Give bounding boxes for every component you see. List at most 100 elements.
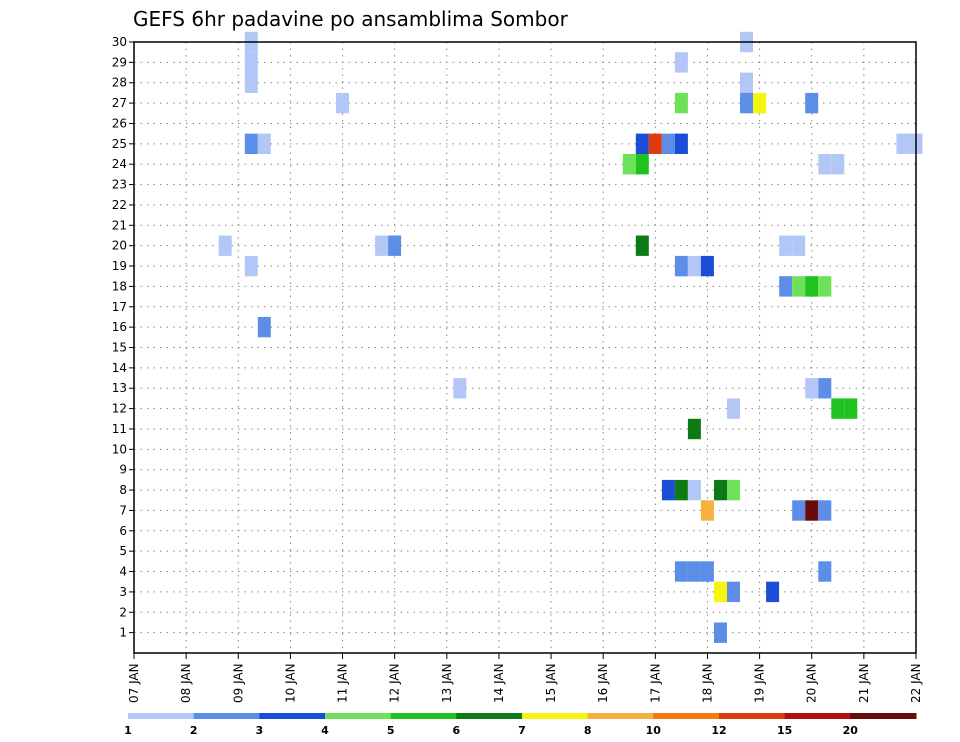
y-tick-label: 24: [112, 157, 127, 171]
y-tick-label: 1: [119, 626, 127, 640]
y-tick-label: 20: [112, 239, 127, 253]
y-tick-label: 14: [112, 361, 127, 375]
precip-cell: [700, 561, 714, 582]
precip-cell: [844, 398, 858, 419]
colorbar-swatch: [587, 713, 654, 719]
precip-cell: [831, 154, 845, 175]
precip-cell: [805, 378, 819, 399]
y-tick-label: 22: [112, 198, 127, 212]
precip-cell: [818, 561, 832, 582]
y-tick-label: 15: [112, 341, 127, 355]
precip-cell: [622, 154, 636, 175]
precip-cell: [740, 92, 753, 114]
y-tick-label: 17: [112, 300, 127, 314]
x-tick-label: 15 JAN: [544, 663, 558, 703]
precip-cell: [805, 92, 819, 114]
y-tick-label: 28: [112, 76, 127, 90]
precip-cell: [674, 561, 688, 582]
y-tick-label: 9: [119, 463, 127, 477]
precip-cell: [818, 154, 832, 175]
precip-cell: [218, 235, 232, 256]
precip-cell: [244, 133, 258, 154]
y-tick-label: 19: [112, 259, 127, 273]
precip-cell: [779, 235, 793, 256]
precip-cell: [336, 92, 349, 114]
chart-title: GEFS 6hr padavine po ansamblima Sombor: [133, 7, 569, 31]
precip-cell: [805, 500, 819, 521]
colorbar-label: 15: [777, 724, 792, 737]
precip-cell: [674, 255, 688, 277]
colorbar-swatch: [456, 713, 523, 719]
precip-cell: [779, 276, 793, 297]
precip-cell: [753, 92, 767, 114]
precip-cell: [635, 154, 649, 175]
y-axis: 1234567891011121314151617181920212223242…: [112, 35, 134, 640]
precip-cell: [635, 235, 649, 256]
x-tick-label: 16 JAN: [596, 663, 610, 703]
colorbar-label: 6: [452, 724, 460, 737]
x-tick-label: 13 JAN: [440, 663, 454, 703]
precip-cell: [740, 72, 753, 93]
colorbar-swatch: [128, 713, 195, 719]
colorbar-label: 12: [711, 724, 726, 737]
y-tick-label: 27: [112, 96, 127, 110]
y-tick-label: 11: [112, 422, 127, 436]
x-tick-label: 19 JAN: [753, 663, 767, 703]
colorbar-label: 4: [321, 724, 329, 737]
x-tick-label: 20 JAN: [805, 663, 819, 703]
precip-cell: [792, 235, 806, 256]
precip-cell: [375, 235, 389, 256]
colorbar-label: 20: [843, 724, 859, 737]
precip-cell: [700, 255, 714, 277]
precip-cell: [792, 276, 806, 297]
x-tick-label: 10 JAN: [283, 663, 297, 703]
precip-cell: [244, 72, 258, 93]
y-tick-label: 29: [112, 55, 127, 69]
precip-cell: [818, 276, 832, 297]
colorbar-swatch: [522, 713, 589, 719]
y-tick-label: 10: [112, 442, 127, 456]
precip-cell: [818, 378, 832, 399]
x-tick-label: 11 JAN: [336, 663, 350, 703]
precip-cell: [661, 479, 675, 501]
precip-cell: [257, 133, 271, 154]
precip-cell: [244, 255, 258, 277]
y-tick-label: 30: [112, 35, 127, 49]
y-tick-label: 2: [119, 605, 127, 619]
precip-cell: [687, 561, 701, 582]
precip-cell: [244, 52, 258, 73]
precip-cell: [453, 378, 467, 399]
precip-cell: [674, 479, 688, 501]
precip-cell: [727, 398, 740, 419]
y-tick-label: 25: [112, 137, 127, 151]
precip-cell: [792, 500, 806, 521]
precip-cell: [714, 479, 727, 501]
precip-cell: [257, 316, 271, 338]
precip-cell: [648, 133, 662, 154]
precip-cell: [714, 581, 727, 603]
colorbar-swatch: [193, 713, 260, 719]
colorbar-legend: 1 2 3 4 5 6 7 8 10 12 15 20: [124, 713, 917, 737]
colorbar-label: 8: [584, 724, 592, 737]
colorbar-label: 1: [124, 724, 132, 737]
precip-cell: [727, 581, 740, 603]
x-tick-label: 21 JAN: [857, 663, 871, 703]
precip-cell: [805, 276, 819, 297]
precip-cell: [674, 52, 688, 73]
precip-cell: [714, 622, 727, 643]
x-axis: 07 JAN 08 JAN 09 JAN 10 JAN 11 JAN 12 JAN 13 J…: [127, 653, 923, 703]
colorbar-label: 3: [255, 724, 263, 737]
x-tick-label: 07 JAN: [127, 663, 141, 703]
y-tick-label: 21: [112, 218, 127, 232]
y-tick-label: 5: [119, 544, 127, 558]
colorbar-swatch: [325, 713, 392, 719]
x-tick-label: 12 JAN: [388, 663, 402, 703]
y-tick-label: 6: [119, 524, 127, 538]
y-tick-label: 23: [112, 178, 127, 192]
y-tick-label: 8: [119, 483, 127, 497]
precip-cell: [674, 92, 688, 114]
precip-cell: [635, 133, 649, 154]
precip-cell: [766, 581, 780, 603]
colorbar-swatch: [784, 713, 851, 719]
